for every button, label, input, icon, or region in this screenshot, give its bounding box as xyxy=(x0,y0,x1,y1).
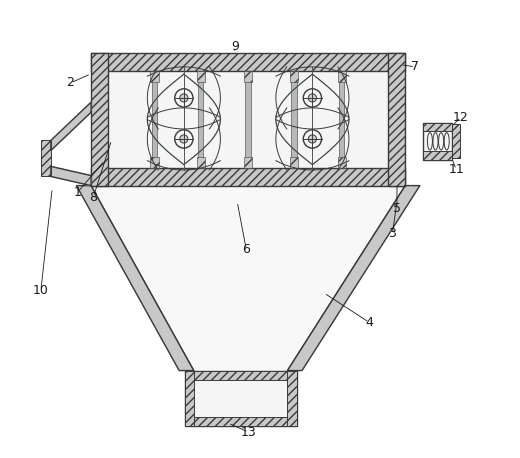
Polygon shape xyxy=(51,102,91,151)
Circle shape xyxy=(180,94,188,102)
Bar xyxy=(244,71,252,82)
Text: 11: 11 xyxy=(448,163,464,176)
Bar xyxy=(244,157,252,168)
Circle shape xyxy=(180,135,188,143)
Bar xyxy=(91,53,405,71)
Bar xyxy=(197,157,205,168)
Text: 6: 6 xyxy=(242,243,250,256)
Text: 2: 2 xyxy=(67,76,74,89)
Bar xyxy=(198,71,203,168)
Text: 1: 1 xyxy=(73,186,81,199)
Bar xyxy=(339,71,344,168)
Bar xyxy=(423,123,452,131)
Circle shape xyxy=(308,94,317,102)
Bar xyxy=(108,71,388,168)
Bar xyxy=(245,71,251,168)
Bar xyxy=(150,71,159,82)
Text: 3: 3 xyxy=(388,227,396,240)
Text: 4: 4 xyxy=(366,316,373,329)
Bar xyxy=(423,123,452,159)
Bar xyxy=(337,157,346,168)
Circle shape xyxy=(303,130,321,148)
Bar xyxy=(388,53,405,185)
Polygon shape xyxy=(91,185,405,371)
Bar xyxy=(185,371,194,426)
Bar xyxy=(91,168,405,185)
Bar xyxy=(197,71,205,82)
Bar xyxy=(152,71,157,168)
Bar xyxy=(337,71,346,82)
Bar xyxy=(91,53,108,185)
Bar xyxy=(185,371,296,426)
Polygon shape xyxy=(76,185,194,371)
Bar xyxy=(150,157,159,168)
Bar xyxy=(423,152,452,159)
Text: 7: 7 xyxy=(411,60,419,73)
Text: 12: 12 xyxy=(453,111,469,124)
Text: 13: 13 xyxy=(241,425,256,439)
Polygon shape xyxy=(288,185,420,371)
Circle shape xyxy=(303,89,321,107)
Text: 8: 8 xyxy=(89,191,97,203)
Text: 10: 10 xyxy=(33,284,49,297)
Circle shape xyxy=(175,89,193,107)
Text: 9: 9 xyxy=(231,40,239,53)
Bar xyxy=(185,371,296,380)
Bar xyxy=(288,371,296,426)
Polygon shape xyxy=(51,166,91,185)
Text: 5: 5 xyxy=(393,202,401,215)
Bar xyxy=(292,71,297,168)
Bar xyxy=(41,141,51,176)
Circle shape xyxy=(175,130,193,148)
Bar xyxy=(452,125,460,158)
Bar xyxy=(290,71,298,82)
Bar xyxy=(290,157,298,168)
Circle shape xyxy=(308,135,317,143)
Bar xyxy=(185,417,296,426)
